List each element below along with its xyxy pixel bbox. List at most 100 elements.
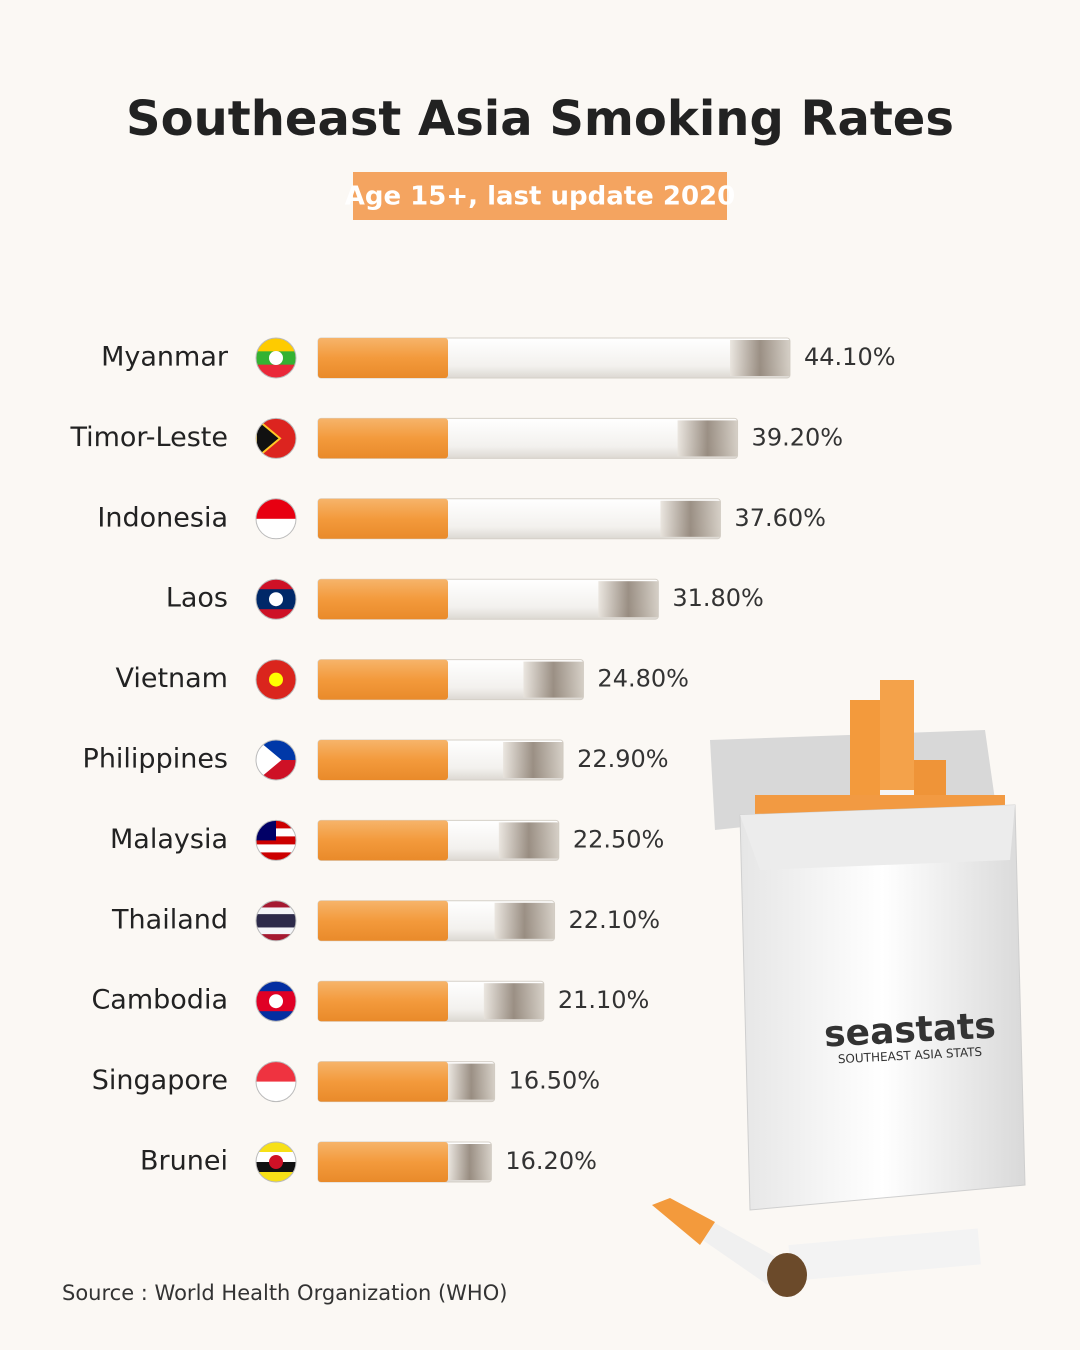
category-label: Timor-Leste: [69, 422, 228, 453]
flag: [256, 740, 296, 780]
flag-stripe: [256, 852, 296, 861]
cigarette-ash: [503, 742, 564, 778]
cigarette-filter: [318, 418, 448, 459]
cigarette-filter: [318, 900, 448, 941]
source: Source : World Health Organization (WHO): [62, 1281, 507, 1305]
broken-cigarette: [652, 1198, 981, 1297]
cigarette-ash: [523, 661, 584, 698]
cigarette-ash: [498, 822, 559, 859]
category-label: Cambodia: [91, 985, 228, 1016]
flag-stripe: [256, 609, 296, 620]
cigarette-pack: seastats SOUTHEAST ASIA STATS: [710, 680, 1026, 1211]
flag: [256, 338, 296, 378]
value-label: 16.50%: [509, 1067, 601, 1095]
flag-emblem: [269, 1155, 283, 1169]
cigarette-filter-piece: [652, 1198, 715, 1245]
value-label: 21.10%: [558, 986, 650, 1014]
flag-stripe: [256, 579, 296, 590]
flag-stripe: [256, 1061, 296, 1083]
value-label: 37.60%: [734, 504, 826, 532]
chart-title: Southeast Asia Smoking Rates: [126, 91, 954, 147]
cigarette-piece: [788, 1228, 981, 1281]
flag-stripe: [256, 844, 296, 853]
cigarette-ash: [448, 1063, 495, 1100]
flag-border: [255, 417, 297, 459]
flag-border: [255, 498, 297, 540]
flag: [256, 900, 296, 941]
pack-body: [739, 804, 1026, 1211]
flag-border: [255, 578, 297, 620]
flag: [256, 418, 296, 459]
flag-stripe: [256, 338, 296, 352]
subtitle-box: [353, 172, 727, 220]
flag-stripe: [256, 927, 296, 935]
flag: [256, 498, 296, 539]
category-label: Laos: [166, 583, 228, 614]
flag-stripe: [256, 1142, 296, 1153]
flag-border: [255, 900, 297, 942]
value-label: 22.90%: [577, 745, 669, 773]
flag-border: [255, 739, 297, 781]
flag-border: [255, 1141, 297, 1183]
value-label: 31.80%: [672, 584, 764, 612]
category-label: Myanmar: [101, 342, 229, 373]
flag-stripe: [256, 364, 296, 378]
flag-emblem: [269, 994, 283, 1009]
flag-emblem: [269, 592, 283, 607]
flag-emblem: [269, 672, 283, 687]
value-label: 44.10%: [804, 343, 896, 371]
flag-stripe: [256, 1011, 296, 1022]
value-label: 39.20%: [752, 423, 844, 451]
flag-border: [255, 980, 297, 1022]
flag: [256, 1142, 296, 1182]
category-label: Singapore: [92, 1065, 228, 1096]
cigarette-ash: [483, 983, 544, 1020]
value-label: 22.50%: [573, 825, 665, 853]
flag-triangle: [256, 418, 282, 459]
cigarette-ash: [730, 340, 790, 376]
flag: [256, 1061, 296, 1102]
category-label: Malaysia: [110, 824, 228, 855]
flag-border: [255, 1061, 297, 1103]
cigarette-filter: [318, 981, 448, 1022]
category-label: Brunei: [140, 1146, 228, 1177]
flag-stripe: [256, 934, 296, 941]
flag-border: [255, 819, 297, 861]
cigarette-filter: [318, 1061, 448, 1102]
pack-filter: [880, 680, 914, 790]
flag: [256, 659, 296, 700]
flag-stripe: [256, 981, 296, 992]
cigarette-filter: [318, 498, 448, 539]
subtitle: Age 15+, last update 2020: [345, 182, 735, 212]
cigarette-ash: [448, 1144, 492, 1180]
value-label: 22.10%: [569, 906, 661, 934]
flag-stripe: [256, 518, 296, 539]
value-label: 16.20%: [505, 1147, 597, 1175]
cigarette-ash: [494, 902, 555, 939]
category-label: Thailand: [111, 904, 228, 935]
cigarette-ash: [660, 500, 721, 537]
logo-name: seastats: [823, 1006, 997, 1056]
flag-border: [255, 659, 297, 701]
flag: [256, 981, 296, 1022]
flag-stripe: [256, 900, 296, 908]
cigarette-ash: [598, 581, 659, 618]
flag-stripe: [256, 836, 296, 845]
cigarette-filter: [318, 820, 448, 861]
flag-border: [255, 337, 297, 379]
flag-stripe: [256, 498, 296, 520]
flag-stripe: [256, 920, 296, 928]
flag-stripe: [256, 914, 296, 922]
cigarette-filter: [318, 740, 448, 780]
pack-filter: [850, 700, 882, 810]
pack-front-top: [740, 805, 1015, 870]
flag-stripe: [256, 1081, 296, 1102]
category-label: Vietnam: [115, 663, 228, 694]
cigarette-filter: [318, 659, 448, 700]
flag-stripe: [256, 1172, 296, 1182]
cigarette-ash: [677, 420, 738, 457]
tobacco: [767, 1253, 807, 1297]
category-label: Philippines: [83, 744, 228, 775]
flag-emblem: [269, 351, 283, 365]
